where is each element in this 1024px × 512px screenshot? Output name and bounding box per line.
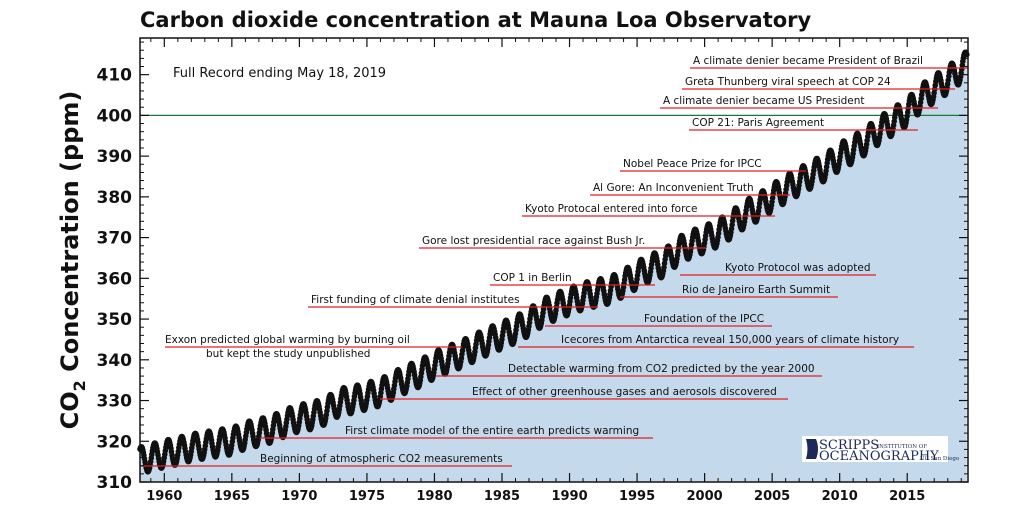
x-tick-label: 1960 (146, 489, 182, 504)
plot-frame (139, 37, 969, 483)
area-fill (140, 52, 967, 483)
annotation-label: A climate denier became President of Bra… (693, 55, 923, 67)
y-tick-label: 390 (97, 147, 133, 167)
y-tick-label: 310 (97, 473, 133, 493)
y-axis-label-subscript: 2 (70, 380, 89, 391)
annotation-label: Rio de Janeiro Earth Summit (682, 284, 830, 296)
y-tick-label: 380 (97, 188, 133, 208)
annotation-label: Foundation of the IPCC (644, 313, 764, 325)
x-tick-label: 2005 (754, 489, 790, 504)
annotation-label: First climate model of the entire earth … (345, 425, 639, 437)
scripps-logo-line2-small: UC San Diego (920, 456, 960, 462)
y-tick-label: 360 (97, 269, 133, 289)
annotation-label: COP 1 in Berlin (493, 272, 572, 284)
x-tick-label: 1990 (551, 489, 587, 504)
y-axis-label-co: CO (56, 391, 84, 429)
y-tick-label: 410 (97, 66, 133, 86)
chart-subtitle: Full Record ending May 18, 2019 (173, 66, 386, 81)
x-tick-label: 2000 (687, 489, 723, 504)
scripps-logo-line1-small: INSTITUTION OF (877, 444, 927, 450)
annotation-label: COP 21: Paris Agreement (692, 117, 824, 129)
scripps-logo-box (802, 436, 948, 462)
y-tick-label: 340 (97, 351, 133, 371)
x-tick-label: 1980 (416, 489, 452, 504)
y-tick-label: 330 (97, 392, 133, 412)
x-tick-label: 1995 (619, 489, 655, 504)
annotation-label: Kyoto Protocol was adopted (725, 262, 871, 274)
data-point (964, 51, 970, 58)
annotation-label: Effect of other greenhouse gases and aer… (472, 386, 777, 398)
x-tick-label: 1965 (214, 489, 250, 504)
plot-area: A climate denier became President of Bra… (97, 37, 970, 504)
annotation-label: First funding of climate denial institut… (311, 294, 520, 306)
scripps-logo-line2: OCEANOGRAPHY (819, 449, 939, 464)
annotation-label: Icecores from Antarctica reveal 150,000 … (561, 334, 899, 346)
x-tick-label: 2010 (822, 489, 858, 504)
y-tick-label: 370 (97, 229, 133, 249)
annotation-label: Greta Thunberg viral speech at COP 24 (685, 76, 891, 88)
scripps-logo-line1: SCRIPPS (819, 438, 879, 453)
annotation-label: A climate denier became US President (663, 95, 865, 107)
annotation-label: Gore lost presidential race against Bush… (422, 235, 645, 247)
annotation-label: Nobel Peace Prize for IPCC (623, 158, 762, 170)
annotation-label: Detectable warming from CO2 predicted by… (508, 363, 815, 375)
chart-title: Carbon dioxide concentration at Mauna Lo… (140, 8, 812, 32)
y-tick-label: 400 (97, 106, 133, 126)
y-axis-label: CO2 Concentration (ppm) (56, 91, 89, 430)
annotation-label: Exxon predicted global warming by burnin… (165, 334, 410, 346)
y-axis-label-rest: Concentration (ppm) (56, 91, 84, 381)
scripps-shell-icon (806, 439, 818, 459)
y-tick-label: 350 (97, 310, 133, 330)
y-tick-label: 320 (97, 432, 133, 452)
x-tick-label: 1970 (281, 489, 317, 504)
svg-text:CO2 Concentration (ppm): CO2 Concentration (ppm) (56, 91, 89, 430)
annotation-label: Beginning of atmospheric CO2 measurement… (260, 453, 503, 465)
x-tick-label: 1985 (484, 489, 520, 504)
x-tick-label: 2015 (889, 489, 925, 504)
annotation-label-line2: but kept the study unpublished (206, 348, 370, 360)
annotation-label: Al Gore: An Inconvenient Truth (593, 182, 754, 194)
annotation-label: Kyoto Protocal entered into force (525, 203, 697, 215)
x-tick-label: 1975 (349, 489, 385, 504)
